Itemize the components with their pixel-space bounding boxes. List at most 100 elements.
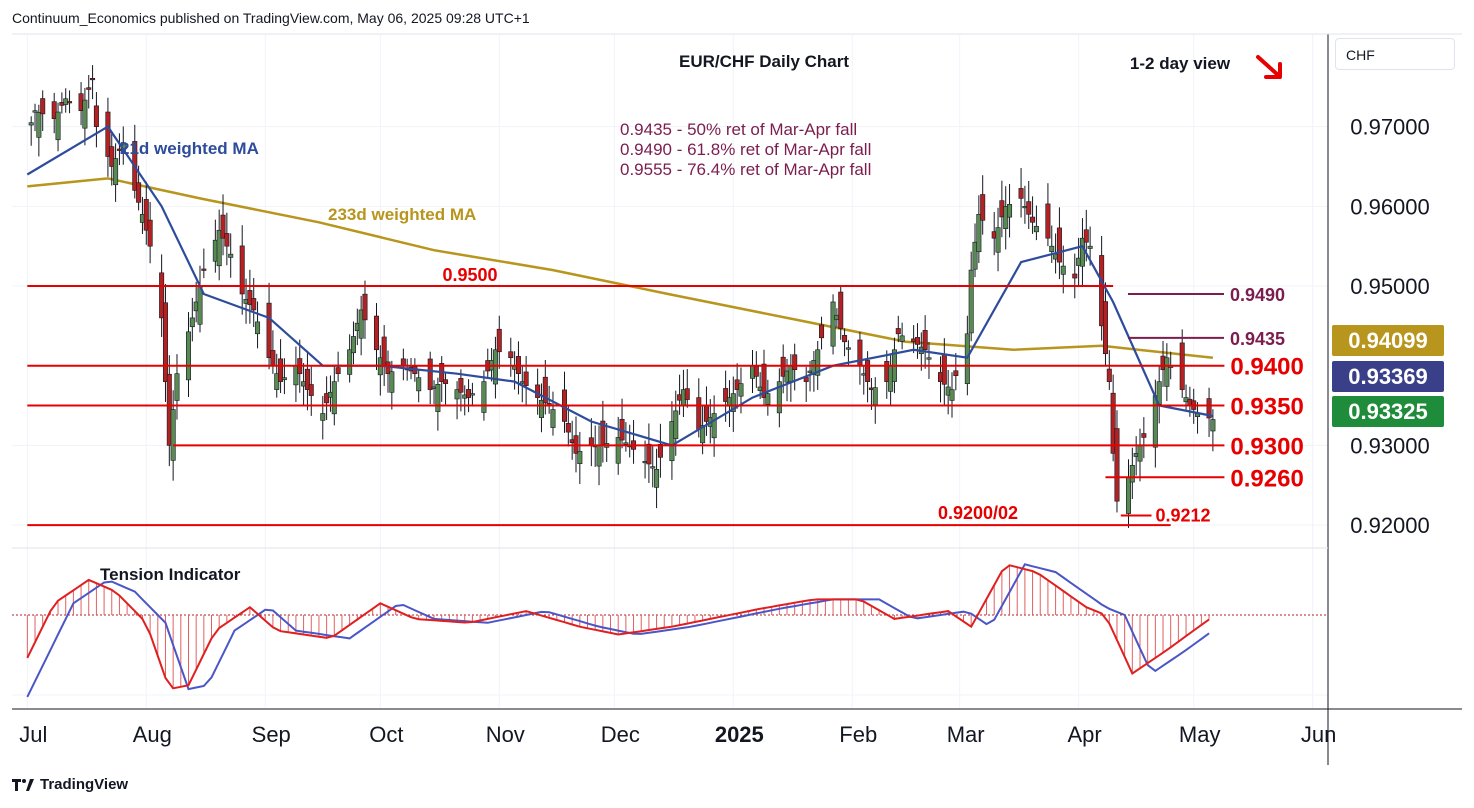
candle-down: [1114, 428, 1120, 502]
candle-up: [949, 389, 955, 401]
candle-up: [28, 122, 34, 126]
candle-up: [926, 357, 932, 360]
candle-down: [723, 388, 729, 402]
candle-up: [1164, 357, 1170, 387]
candle-down: [819, 324, 825, 339]
price-badge-label: 0.93369: [1348, 364, 1428, 389]
price-badge-ma21: [1332, 361, 1444, 392]
candle-down: [427, 358, 433, 390]
candle-down: [895, 328, 901, 335]
candle-down: [443, 379, 449, 384]
time-tick-label: Sep: [252, 722, 291, 747]
fib-note-2: 0.9490 - 61.8% ret of Mar-Apr fall: [620, 140, 871, 159]
candle-up: [1087, 245, 1093, 249]
candle-up: [776, 381, 782, 414]
candle-down: [40, 98, 46, 115]
candle-up: [481, 381, 487, 413]
candle-up: [1129, 465, 1135, 483]
price-badge-label: 0.93325: [1348, 399, 1428, 424]
level-label: 0.9350: [1230, 394, 1303, 421]
publisher-line: Continuum_Economics published on Trading…: [12, 10, 530, 26]
candle-down: [381, 336, 387, 367]
candle-down: [523, 371, 529, 386]
price-tick-label: 0.92000: [1350, 513, 1430, 538]
time-tick-label: Jun: [1301, 722, 1336, 747]
candle-up: [650, 466, 656, 469]
candle-up: [1007, 204, 1013, 218]
candle-up: [281, 377, 287, 380]
candle-down: [542, 376, 548, 404]
price-tick-label: 0.93000: [1350, 433, 1430, 458]
level-label: 0.9200/02: [938, 503, 1018, 523]
candle-down: [373, 315, 379, 351]
indicator-title: Tension Indicator: [100, 565, 241, 584]
time-tick-label: May: [1179, 722, 1221, 747]
candle-up: [550, 409, 556, 428]
price-tick-label: 0.95000: [1350, 274, 1430, 299]
fib-label: 0.9435: [1230, 329, 1285, 349]
candle-down: [266, 302, 272, 359]
candle-down: [1110, 392, 1116, 454]
currency-selector[interactable]: CHF: [1335, 38, 1455, 70]
ma21-path: [26, 125, 1214, 447]
candle-down: [308, 384, 314, 396]
candle-up: [350, 336, 356, 354]
time-tick-label: Apr: [1067, 722, 1101, 747]
candle-down: [105, 111, 111, 157]
fib-note-1: 0.9435 - 50% ret of Mar-Apr fall: [620, 120, 857, 139]
candle-up: [968, 269, 974, 334]
candle-up: [347, 349, 353, 375]
candle-down: [1072, 273, 1078, 279]
candle-down: [458, 378, 464, 393]
candle-up: [32, 110, 38, 113]
candle-down: [362, 293, 368, 321]
candle-up: [216, 229, 222, 267]
candle-up: [830, 301, 836, 347]
candle-up: [845, 347, 851, 350]
fib-note-3: 0.9555 - 76.4% ret of Mar-Apr fall: [620, 160, 871, 179]
price-badge-last: [1332, 396, 1444, 427]
candle-down: [1030, 216, 1036, 223]
candle-down: [1018, 188, 1024, 199]
candle-up: [469, 393, 475, 396]
candle-up: [1033, 225, 1039, 233]
candle-up: [228, 253, 234, 258]
candle-down: [224, 233, 230, 247]
candle-down: [696, 397, 702, 430]
time-tick-label: Jul: [19, 722, 47, 747]
price-badge-ma233: [1332, 325, 1444, 356]
candle-down: [646, 443, 652, 465]
candle-down: [1045, 203, 1051, 239]
ma233-label: 233d weighted MA: [328, 205, 476, 224]
candle-up: [331, 381, 337, 415]
candle-down: [953, 370, 959, 376]
candle-up: [389, 371, 395, 393]
time-tick-label: Nov: [486, 722, 525, 747]
candle-up: [113, 158, 119, 186]
candle-down: [304, 368, 310, 390]
level-label: 0.9400: [1230, 354, 1303, 381]
candle-up: [577, 451, 583, 464]
candle-down: [838, 291, 844, 329]
indicator-fast-line: [26, 564, 1210, 690]
candle-up: [976, 213, 982, 253]
candle-up: [669, 421, 675, 462]
candle-up: [654, 468, 660, 488]
time-tick-label: Mar: [947, 722, 985, 747]
time-tick-label: Feb: [839, 722, 877, 747]
candle-down: [865, 360, 871, 382]
candle-down: [324, 393, 330, 404]
candle-up: [596, 445, 602, 467]
candle-down: [753, 366, 759, 377]
chart-texts: EUR/CHF Daily Chart 1-2 day view 0.9435 …: [100, 52, 1282, 584]
ma21-label: 21d weighted MA: [120, 139, 259, 158]
candle-down: [761, 363, 767, 398]
footer-brand[interactable]: TradingView: [12, 776, 128, 793]
candle-down: [400, 358, 406, 367]
candle-up: [995, 227, 1001, 253]
candle-up: [1137, 445, 1143, 462]
candle-up: [673, 410, 679, 439]
candle-up: [765, 393, 771, 405]
footer-brand-label: TradingView: [40, 776, 129, 793]
